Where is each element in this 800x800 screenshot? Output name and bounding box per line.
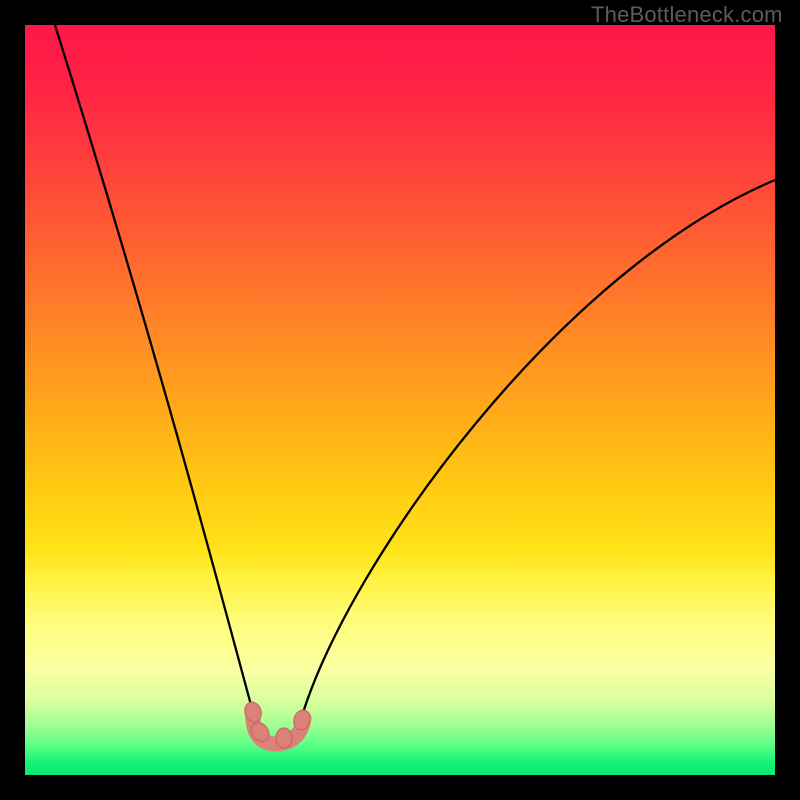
bottleneck-chart <box>0 0 800 800</box>
plot-background <box>25 25 775 775</box>
watermark-text: TheBottleneck.com <box>591 2 783 28</box>
